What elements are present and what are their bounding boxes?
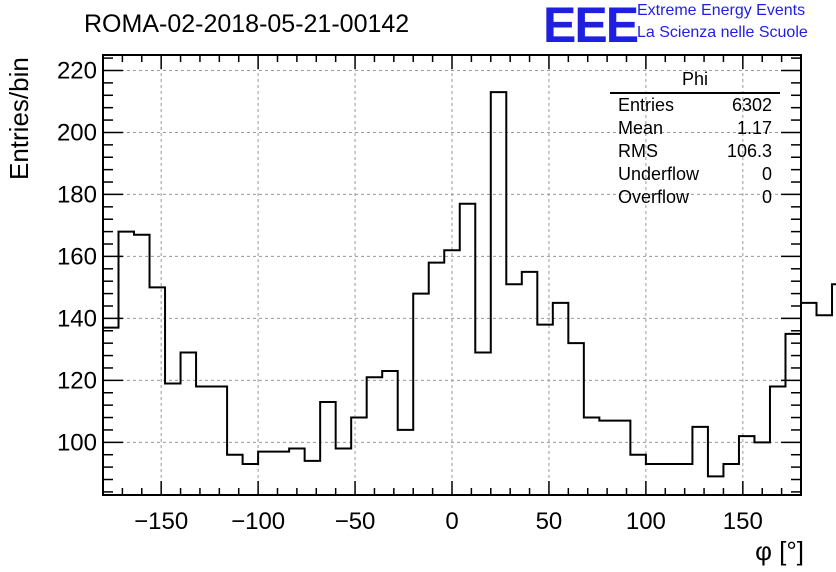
x-tick-label: 150	[723, 508, 763, 535]
page-title: ROMA-02-2018-05-21-00142	[84, 10, 410, 38]
histogram-bin	[615, 421, 631, 495]
grid-lines	[103, 55, 801, 495]
histogram-bin	[243, 464, 259, 495]
x-tick-label: 0	[445, 508, 458, 535]
histogram-bin	[460, 204, 476, 495]
axis-ticks	[103, 55, 801, 495]
histogram-bin	[646, 464, 662, 495]
histogram-bin	[584, 418, 600, 495]
histogram-bin	[367, 377, 383, 495]
y-tick-label: 120	[57, 367, 97, 394]
y-tick-label: 160	[57, 243, 97, 270]
logo-line-1: Extreme Energy Events	[637, 2, 806, 19]
stat-row-underflow: Underflow 0	[610, 163, 780, 186]
histogram-bin	[506, 284, 522, 495]
x-tick-label: 100	[626, 508, 666, 535]
histogram-bin	[103, 328, 119, 495]
histogram-bin	[832, 284, 836, 495]
y-tick-label: 180	[57, 181, 97, 208]
histogram-bin	[599, 421, 615, 495]
stats-title: Phi	[610, 68, 780, 94]
histogram-bin	[708, 476, 724, 495]
stat-row-rms: RMS 106.3	[610, 140, 780, 163]
histogram-bin	[212, 387, 228, 495]
stat-row-entries: Entries 6302	[610, 94, 780, 117]
histogram-bin	[196, 387, 212, 495]
stat-value: 6302	[731, 95, 772, 115]
histogram-bin	[630, 455, 646, 495]
eee-logo: EEE	[543, 0, 639, 53]
stat-label: RMS	[618, 141, 658, 161]
stat-value: 1.17	[736, 118, 772, 138]
y-axis-label: Entries/bin	[4, 57, 34, 180]
stats-box: Phi Entries 6302 Mean 1.17 RMS 106.3 Und…	[610, 68, 780, 209]
histogram-bin	[413, 294, 429, 495]
histogram-bin	[739, 436, 755, 495]
histogram-bin	[537, 325, 553, 495]
histogram-bin	[336, 449, 352, 495]
histogram-bin	[227, 455, 243, 495]
x-tick-label: 50	[536, 508, 563, 535]
y-tick-label: 200	[57, 119, 97, 146]
histogram-bin	[382, 371, 398, 495]
histogram-bin	[692, 427, 708, 495]
y-tick-label: 140	[57, 305, 97, 332]
x-axis-label: φ [°]	[755, 536, 804, 566]
x-tick-label: −50	[335, 508, 376, 535]
histogram-bin	[817, 315, 833, 495]
x-tick-label: −100	[231, 508, 285, 535]
stat-label: Underflow	[618, 164, 700, 184]
histogram-bin	[661, 464, 677, 495]
histogram-bin	[119, 232, 135, 495]
histogram-bin	[801, 303, 817, 495]
stat-row-mean: Mean 1.17	[610, 117, 780, 140]
histogram-bin	[444, 250, 460, 495]
histogram-bin	[165, 383, 181, 495]
logo-line-2: La Scienza nelle Scuole	[637, 24, 808, 41]
histogram-bin	[475, 352, 491, 495]
histogram-bin	[770, 387, 786, 495]
stat-label: Entries	[618, 95, 675, 115]
y-tick-label: 100	[57, 429, 97, 456]
histogram-bin	[491, 92, 507, 495]
histogram-bin	[568, 343, 584, 495]
histogram-bin	[134, 235, 150, 495]
histogram-bin	[320, 402, 336, 495]
histogram-bin	[398, 430, 414, 495]
stat-label: Mean	[618, 118, 664, 138]
stat-label: Overflow	[618, 187, 690, 207]
stat-value: 106.3	[726, 141, 772, 161]
histogram-bin	[429, 263, 445, 495]
histogram-bin	[181, 352, 197, 495]
histogram-bin	[754, 442, 770, 495]
axis-tick-labels: −150 −100 −50 0 50 100 150 100 120 140 160 180 200 22…	[57, 57, 763, 535]
histogram-outline	[103, 91, 836, 478]
histogram-bin	[274, 452, 290, 495]
histogram-bin	[723, 464, 739, 495]
histogram-bin	[150, 287, 166, 495]
histogram-bin	[785, 334, 801, 495]
histogram-bin	[351, 418, 367, 495]
histogram-bin	[258, 452, 274, 495]
histogram-bin	[522, 272, 538, 495]
histogram-bin	[553, 303, 569, 495]
stat-value: 0	[761, 164, 772, 184]
y-tick-label: 220	[57, 57, 97, 84]
stat-row-overflow: Overflow 0	[610, 186, 780, 209]
histogram-bin	[305, 461, 321, 495]
x-tick-label: −150	[134, 508, 188, 535]
stat-value: 0	[761, 187, 772, 207]
